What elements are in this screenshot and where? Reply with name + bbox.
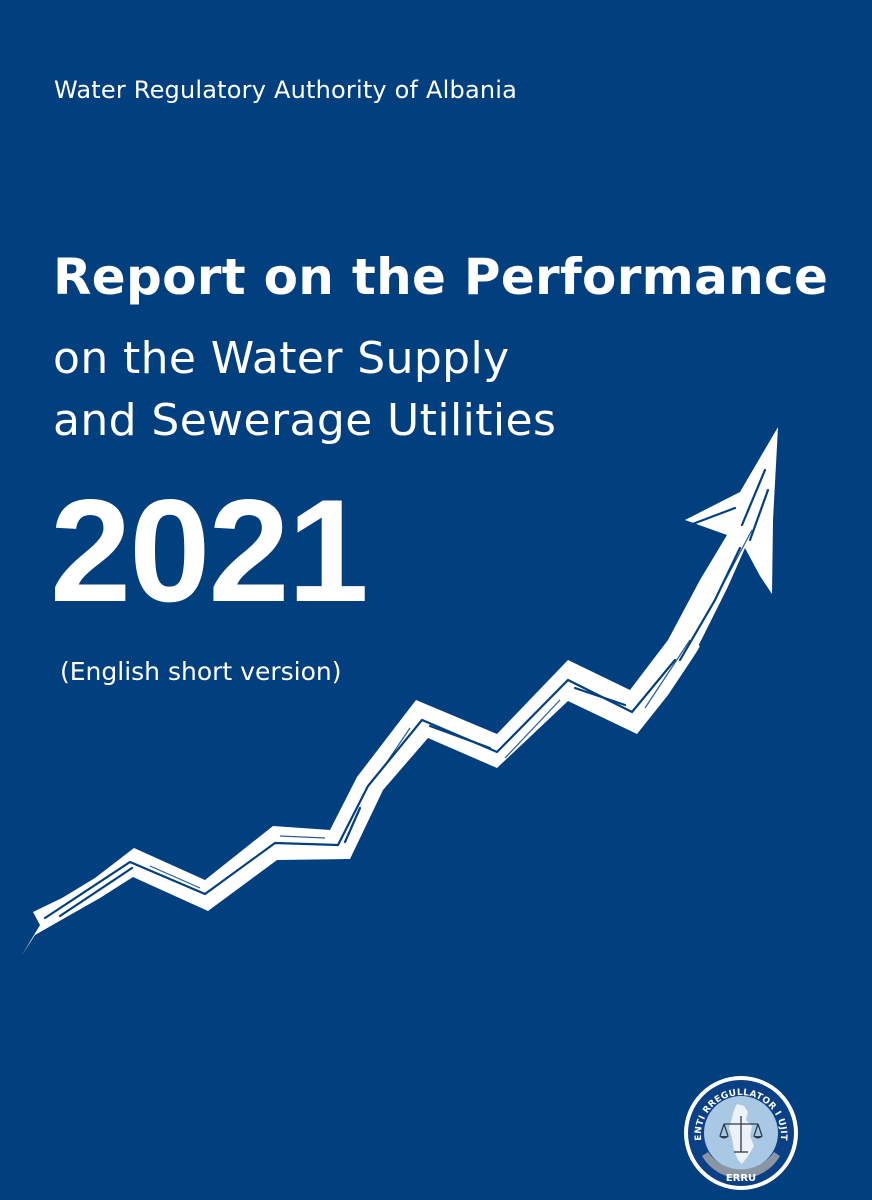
organization-name: Water Regulatory Authority of Albania: [54, 76, 518, 104]
report-subtitle-line-2: and Sewerage Utilities: [53, 395, 557, 446]
seal-abbreviation: ERRU: [726, 1173, 756, 1184]
report-subtitle-line-1: on the Water Supply: [53, 333, 510, 384]
report-title: Report on the Performance: [53, 248, 829, 306]
errur-seal-logo: ENTI RREGULLATOR I UJIT ERRU: [684, 1076, 798, 1190]
report-year: 2021: [50, 469, 369, 632]
version-note: (English short version): [60, 657, 342, 686]
